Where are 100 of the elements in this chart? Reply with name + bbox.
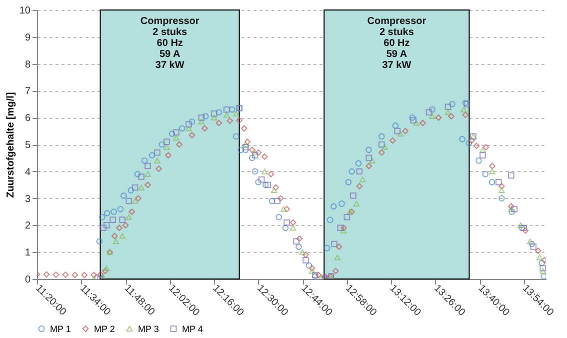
point xyxy=(99,214,106,220)
y-tick-label: 5 xyxy=(24,140,31,151)
point xyxy=(211,114,218,120)
point xyxy=(276,214,282,220)
point xyxy=(526,238,534,244)
point xyxy=(280,206,287,212)
point xyxy=(498,187,505,194)
point xyxy=(164,144,170,150)
point xyxy=(119,216,126,223)
point xyxy=(498,195,505,202)
point xyxy=(392,122,399,129)
point xyxy=(126,198,132,204)
point xyxy=(264,182,271,188)
point xyxy=(252,152,258,158)
point xyxy=(397,130,404,137)
point xyxy=(138,174,144,180)
point xyxy=(119,233,126,239)
point xyxy=(154,149,160,156)
point xyxy=(394,128,401,134)
point xyxy=(290,225,296,231)
point xyxy=(138,184,144,190)
point xyxy=(134,170,141,178)
y-tick-label: 4 xyxy=(24,166,31,178)
point xyxy=(282,224,289,232)
point xyxy=(306,262,312,269)
y-tick-label: 3 xyxy=(24,194,31,205)
point xyxy=(128,187,134,194)
point xyxy=(337,224,344,232)
legend-label: MP 2 xyxy=(94,324,115,334)
point xyxy=(186,126,192,132)
point xyxy=(103,222,110,228)
point xyxy=(344,214,350,220)
point xyxy=(538,260,546,266)
y-tick-label: 1 xyxy=(24,248,31,259)
point xyxy=(168,130,176,137)
point xyxy=(216,109,222,116)
point xyxy=(466,140,472,146)
point xyxy=(429,113,436,120)
point xyxy=(132,184,138,191)
point xyxy=(96,238,103,244)
point xyxy=(511,206,518,212)
point xyxy=(489,168,496,174)
point xyxy=(141,158,148,164)
point xyxy=(173,134,180,141)
point xyxy=(508,208,516,215)
point xyxy=(248,154,256,162)
point xyxy=(356,168,363,175)
point xyxy=(480,147,486,153)
point xyxy=(211,110,218,117)
point xyxy=(104,210,110,216)
point xyxy=(229,106,236,113)
point xyxy=(488,179,496,186)
point xyxy=(178,125,186,132)
point xyxy=(536,254,543,260)
point xyxy=(517,222,524,228)
band-label: Compressor 2 stuks 60 Hz 59 A 37 kW xyxy=(367,16,426,71)
point xyxy=(100,224,107,232)
y-tick-label: 8 xyxy=(24,59,31,70)
point xyxy=(268,198,276,204)
point xyxy=(540,268,546,274)
point xyxy=(382,144,388,150)
point xyxy=(410,117,416,124)
point xyxy=(409,114,416,121)
legend-label: MP 1 xyxy=(50,324,71,334)
point xyxy=(360,176,366,182)
point xyxy=(368,158,376,164)
point xyxy=(173,129,180,136)
point xyxy=(355,160,362,166)
point xyxy=(353,200,360,206)
point xyxy=(508,172,514,179)
point xyxy=(326,216,334,223)
point xyxy=(270,187,278,194)
point xyxy=(480,152,486,158)
point xyxy=(198,114,205,121)
legend-label: MP 3 xyxy=(138,324,159,334)
point xyxy=(126,214,132,220)
point xyxy=(338,200,345,207)
point xyxy=(540,265,546,272)
point xyxy=(238,146,244,154)
point xyxy=(202,113,209,120)
y-tick-label: 9 xyxy=(24,32,31,44)
y-axis-title: Zuurstofgehalte [mg/l] xyxy=(5,92,16,198)
point xyxy=(308,268,316,274)
point xyxy=(252,150,258,156)
point xyxy=(378,141,385,148)
point xyxy=(242,146,249,154)
point xyxy=(258,176,265,183)
point xyxy=(110,208,117,215)
point xyxy=(378,133,385,140)
point xyxy=(530,244,536,250)
point xyxy=(366,154,372,162)
point xyxy=(331,240,338,248)
point xyxy=(459,136,466,142)
point xyxy=(233,110,240,116)
band-label: Compressor 2 stuks 60 Hz 59 A 37 kW xyxy=(140,16,200,71)
point xyxy=(148,152,156,158)
point xyxy=(495,179,502,186)
point xyxy=(449,101,456,108)
point xyxy=(252,168,258,175)
point xyxy=(164,138,170,145)
